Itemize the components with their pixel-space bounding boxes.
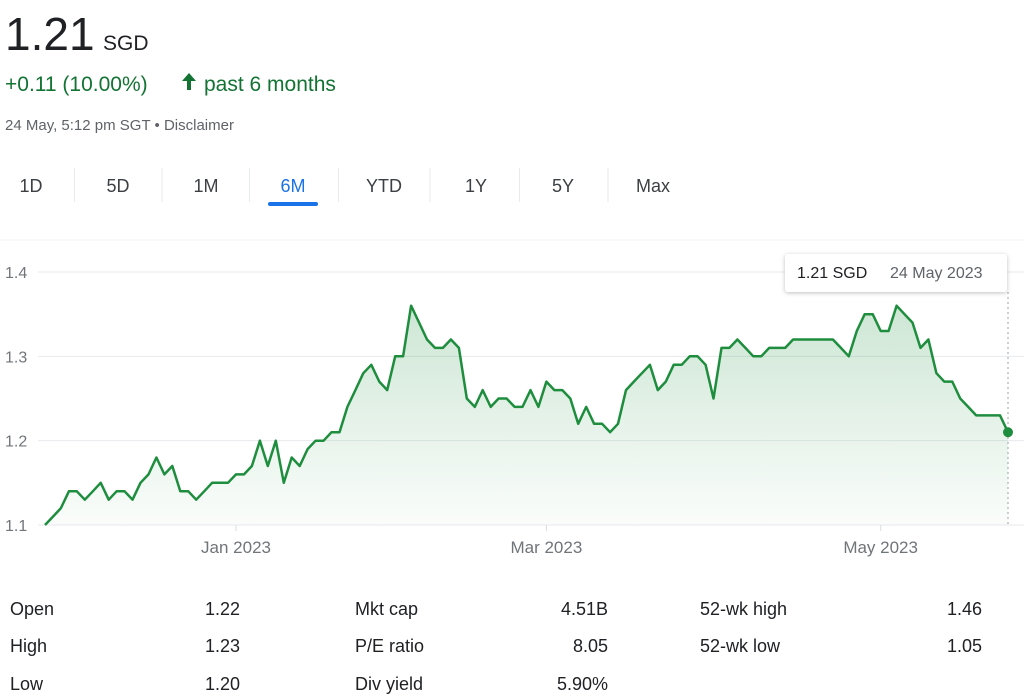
separator: • [155,117,160,134]
stat-value: 4.51B [561,599,608,619]
stat-label: P/E ratio [355,636,424,656]
tab[interactable]: 5D [106,176,129,196]
end-point [1003,427,1013,438]
period: past 6 months [204,73,336,96]
timestamp-text: 24 May, 5:12 pm SGT [5,117,150,134]
x-tick-label: May 2023 [843,538,918,557]
tooltip-box [785,254,1007,292]
stat-value: 8.05 [573,636,608,656]
stat-label: 52-wk high [700,599,787,619]
price-change: +0.11 (10.00%) [5,73,148,96]
y-tick-label: 1.1 [5,518,27,535]
price-chart: 1.1 1.2 1.3 1.4 Jan 2023 Mar 2023 May 2023 1.21… [0,239,1024,557]
tab[interactable]: 1M [193,176,218,196]
stat-value: 1.20 [205,674,240,694]
stat-label: Open [10,599,54,619]
stat-label: Low [10,674,44,694]
disclaimer[interactable]: Disclaimer [164,117,234,134]
price-line [44,304,1010,526]
tab-underline [268,202,318,206]
tab[interactable]: Max [636,176,670,196]
price: 1.21 [5,8,95,60]
area-fill [45,305,1008,525]
x-tick-label: Jan 2023 [201,538,271,557]
timestamp: 24 May, 5:12 pm SGT • Disclaimer [5,117,234,134]
tab[interactable]: 5Y [552,176,574,196]
stat-value: 5.90% [557,674,608,694]
range-tabs: 1D 5D 1M 6M YTD 1Y 5Y Max [19,168,670,206]
stat-value: 1.46 [947,599,982,619]
y-tick-label: 1.3 [5,349,27,366]
tooltip-date: 24 May 2023 [890,265,983,282]
stat-label: High [10,636,47,656]
tooltip-value: 1.21 SGD [797,265,867,282]
up-arrow [182,73,196,90]
y-tick-label: 1.4 [5,265,27,282]
stat-label: Div yield [355,674,423,694]
y-tick-label: 1.2 [5,434,27,451]
stat-value: 1.22 [205,599,240,619]
tab[interactable]: 1D [19,176,42,196]
x-tick-label: Mar 2023 [510,538,582,557]
stat-label: Mkt cap [355,599,418,619]
currency: SGD [103,32,149,55]
stat-label: 52-wk low [700,636,781,656]
stats-table: Open 1.22 High 1.23 Low 1.20 Mkt cap 4.51B P/E r… [10,599,982,694]
tab[interactable]: 6M [280,176,305,196]
tab[interactable]: YTD [366,176,402,196]
stat-value: 1.23 [205,636,240,656]
tab[interactable]: 1Y [465,176,487,196]
stat-value: 1.05 [947,636,982,656]
